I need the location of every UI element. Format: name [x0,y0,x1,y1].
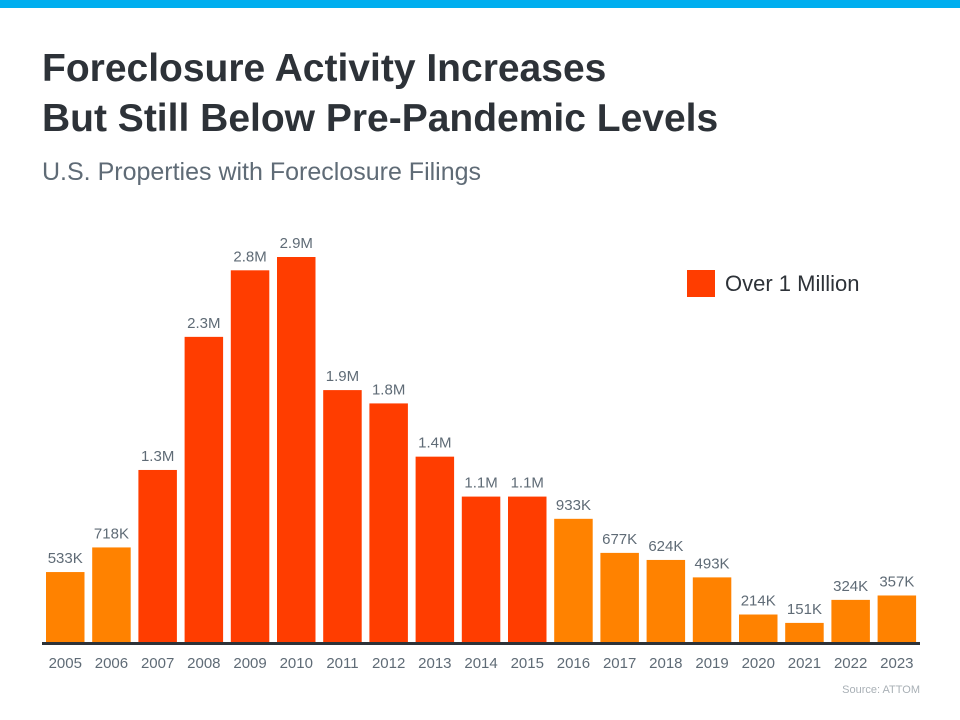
legend-swatch-over-1-million [687,270,715,297]
bar-2006 [92,547,131,643]
x-tick-label-2005: 2005 [49,655,82,672]
data-label-2008: 2.3M [187,315,220,332]
title-line-2: But Still Below Pre-Pandemic Levels [42,97,719,140]
x-tick-label-2023: 2023 [880,655,913,672]
bar-2014 [461,496,501,643]
title-line-1: Foreclosure Activity Increases [42,47,607,90]
bar-2023 [877,595,917,643]
data-label-2005: 533K [48,550,83,567]
bar-2010 [277,257,316,643]
x-tick-label-2015: 2015 [511,655,544,672]
legend-label: Over 1 Million [725,270,860,296]
bar-2013 [415,456,455,643]
bar-2016 [554,518,593,643]
bar-2017 [600,552,639,643]
x-tick-label-2019: 2019 [695,655,728,672]
x-tick-label-2018: 2018 [649,655,682,672]
x-tick-label-2021: 2021 [788,655,821,672]
bar-2009 [230,270,270,643]
x-tick-label-2010: 2010 [280,655,313,672]
data-label-2006: 718K [94,525,129,542]
x-tick-label-2006: 2006 [95,655,128,672]
x-tick-label-2013: 2013 [418,655,451,672]
data-label-2019: 493K [695,555,730,572]
bar-2008 [184,336,224,643]
x-tick-label-2008: 2008 [187,655,220,672]
x-axis-line [42,642,920,645]
bar-2022 [831,599,870,643]
x-tick-label-2012: 2012 [372,655,405,672]
data-label-2016: 933K [556,497,591,514]
bar-2021 [785,622,824,643]
x-tick-label-2017: 2017 [603,655,636,672]
bar-2018 [646,559,686,643]
bar-2015 [508,496,547,643]
data-label-2023: 357K [879,573,914,590]
data-label-2013: 1.4M [418,435,451,452]
x-tick-label-2011: 2011 [326,655,358,672]
data-label-2009: 2.8M [233,248,266,265]
bar-2011 [323,390,362,643]
data-label-2022: 324K [833,578,868,595]
chart-title: Foreclosure Activity Increases But Still… [42,44,718,144]
x-tick-label-2014: 2014 [464,655,497,672]
x-tick-label-2022: 2022 [834,655,867,672]
bar-2019 [692,577,732,643]
x-tick-label-2020: 2020 [742,655,775,672]
data-label-2012: 1.8M [372,381,405,398]
x-tick-label-2009: 2009 [233,655,266,672]
x-tick-label-2007: 2007 [141,655,174,672]
bar-2007 [138,469,177,643]
data-label-2014: 1.1M [464,475,497,492]
data-label-2020: 214K [741,593,776,610]
top-accent-bar [0,0,960,8]
data-label-2021: 151K [787,601,822,618]
data-label-2015: 1.1M [511,475,544,492]
data-label-2018: 624K [648,538,683,555]
x-tick-label-2016: 2016 [557,655,590,672]
bar-2012 [369,403,408,643]
bar-2020 [739,614,778,643]
data-label-2017: 677K [602,531,637,548]
chart-subtitle: U.S. Properties with Foreclosure Filings [42,158,482,186]
source-note: Source: ATTOM [842,684,920,696]
data-label-2007: 1.3M [141,448,174,465]
legend: Over 1 Million [687,270,859,297]
data-label-2010: 2.9M [280,235,313,252]
data-label-2011: 1.9M [326,368,359,385]
bar-2005 [46,572,85,643]
